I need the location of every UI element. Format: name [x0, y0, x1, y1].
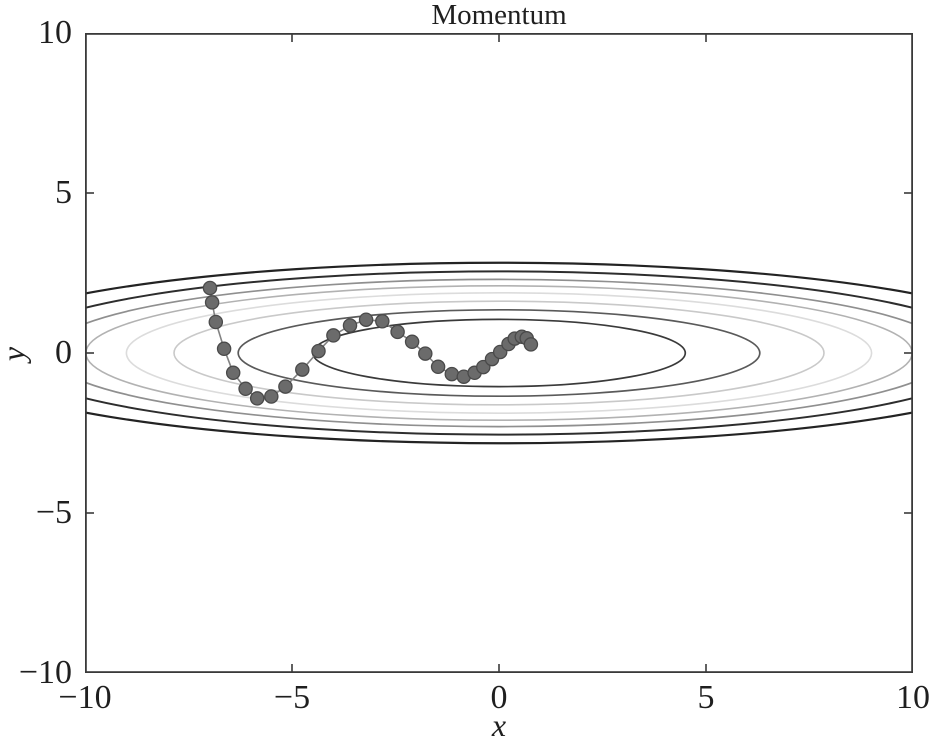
trajectory-point-3: [216, 341, 232, 357]
y-tick-label-10: 10: [38, 14, 72, 51]
trajectory-point-0: [202, 280, 218, 296]
contour-ellipse-7: [85, 261, 913, 445]
contour-ellipse-5: [85, 278, 913, 428]
contour-ellipse-2: [173, 300, 825, 406]
trajectory-point-16: [404, 334, 420, 350]
x-tick-label-10: 10: [896, 679, 930, 716]
trajectory-point-12: [342, 318, 358, 333]
chart-title: Momentum: [431, 0, 567, 31]
contour-ellipse-6: [85, 270, 913, 436]
y-tick-label-5: 5: [55, 174, 72, 211]
trajectory-point-4: [225, 365, 241, 381]
trajectory-point-17: [418, 346, 433, 361]
trajectory-point-15: [390, 324, 405, 340]
trajectory-point-8: [278, 379, 293, 394]
x-tick-label-neg10: −10: [58, 679, 112, 716]
trajectory-point-5: [238, 381, 253, 397]
x-tick-label-5: 5: [697, 679, 715, 716]
trajectory-point-11: [326, 328, 341, 343]
trajectory-point-2: [208, 314, 224, 330]
trajectory-point-9: [295, 362, 310, 377]
y-tick-label-neg5: −5: [35, 494, 72, 531]
x-axis-label: x: [491, 707, 507, 743]
axes-frame: [85, 33, 913, 673]
trajectory-point-19: [444, 366, 460, 382]
y-tick-label-neg10: −10: [18, 654, 72, 691]
trajectory-point-10: [311, 343, 326, 359]
trajectory-point-7: [264, 389, 279, 404]
trajectory-point-29: [523, 337, 539, 352]
x-tick-label-neg5: −5: [273, 679, 311, 716]
plot-canvas: [85, 33, 913, 673]
contour-ellipse-3: [125, 292, 873, 414]
trajectory-point-18: [430, 359, 446, 375]
trajectory-point-1: [204, 295, 220, 310]
trajectory-point-14: [375, 314, 390, 329]
x-tick-label-0: 0: [490, 679, 508, 716]
y-tick-label-0: 0: [55, 334, 72, 371]
trajectory-point-6: [249, 391, 265, 406]
trajectory-point-13: [358, 312, 374, 327]
y-axis-label: y: [0, 323, 32, 385]
contour-ellipse-1: [237, 308, 761, 398]
